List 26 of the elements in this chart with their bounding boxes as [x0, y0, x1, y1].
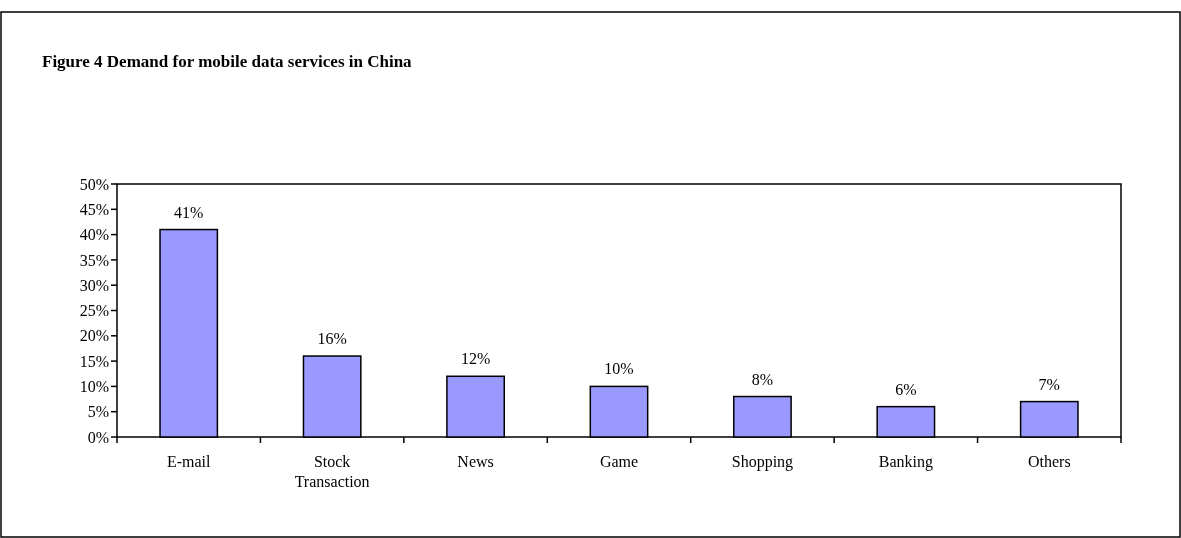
y-tick-label: 20%: [79, 327, 109, 345]
data-label: 41%: [174, 203, 204, 221]
y-tick-label: 50%: [79, 175, 109, 193]
y-tick-label: 40%: [79, 226, 109, 244]
y-tick-label: 5%: [87, 403, 109, 421]
y-tick-label: 10%: [79, 378, 109, 395]
data-label: 8%: [751, 370, 774, 388]
y-tick-label: 0%: [87, 428, 109, 446]
data-label: 12%: [460, 350, 491, 368]
data-label: 16%: [317, 330, 347, 348]
chart-title: Figure 4 Demand for mobile data services in China: [42, 52, 413, 71]
x-tick-label: Stock Transaction: [294, 453, 370, 490]
data-label: 7%: [1038, 375, 1060, 393]
x-tick-label: Others: [1027, 453, 1071, 470]
data-label: 6%: [895, 380, 917, 398]
x-tick-label: E-mail: [166, 453, 212, 470]
y-tick-label: 30%: [79, 276, 109, 294]
x-tick-label: News: [457, 453, 494, 470]
x-tick-label: Game: [599, 453, 639, 470]
y-tick-label: 15%: [79, 352, 109, 370]
y-tick-label: 25%: [79, 302, 109, 320]
x-tick-label: Shopping: [731, 453, 794, 471]
y-tick-label: 45%: [79, 200, 109, 218]
y-tick-label: 35%: [79, 251, 109, 269]
data-label: 10%: [604, 360, 634, 378]
x-tick-label: Banking: [878, 453, 933, 471]
